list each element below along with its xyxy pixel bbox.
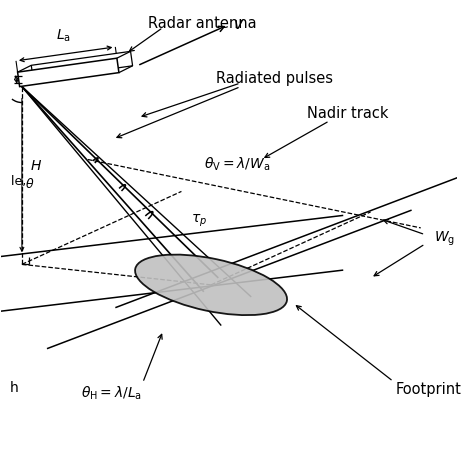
Text: $\theta_\mathrm{V} = \lambda/W_\mathrm{a}$: $\theta_\mathrm{V} = \lambda/W_\mathrm{a… [204,155,271,173]
Text: $\tau_p$: $\tau_p$ [191,213,207,229]
Text: Nadir track: Nadir track [307,107,389,121]
Text: $\theta$: $\theta$ [25,177,35,191]
Text: Radiated pulses: Radiated pulses [216,71,333,86]
Text: $H$: $H$ [30,159,42,173]
Text: Radar antenna: Radar antenna [147,16,256,31]
Polygon shape [18,58,119,87]
Text: h: h [9,381,18,395]
Text: le,: le, [10,175,30,188]
Text: $L_\mathrm{a}$: $L_\mathrm{a}$ [56,27,71,44]
Polygon shape [31,51,133,80]
Text: $v$: $v$ [233,17,244,32]
Text: Footprint: Footprint [396,382,462,397]
Ellipse shape [135,255,287,315]
Text: $W_\mathrm{g}$: $W_\mathrm{g}$ [434,230,456,248]
Text: $\theta_\mathrm{H} = \lambda/L_\mathrm{a}$: $\theta_\mathrm{H} = \lambda/L_\mathrm{a… [81,384,142,402]
